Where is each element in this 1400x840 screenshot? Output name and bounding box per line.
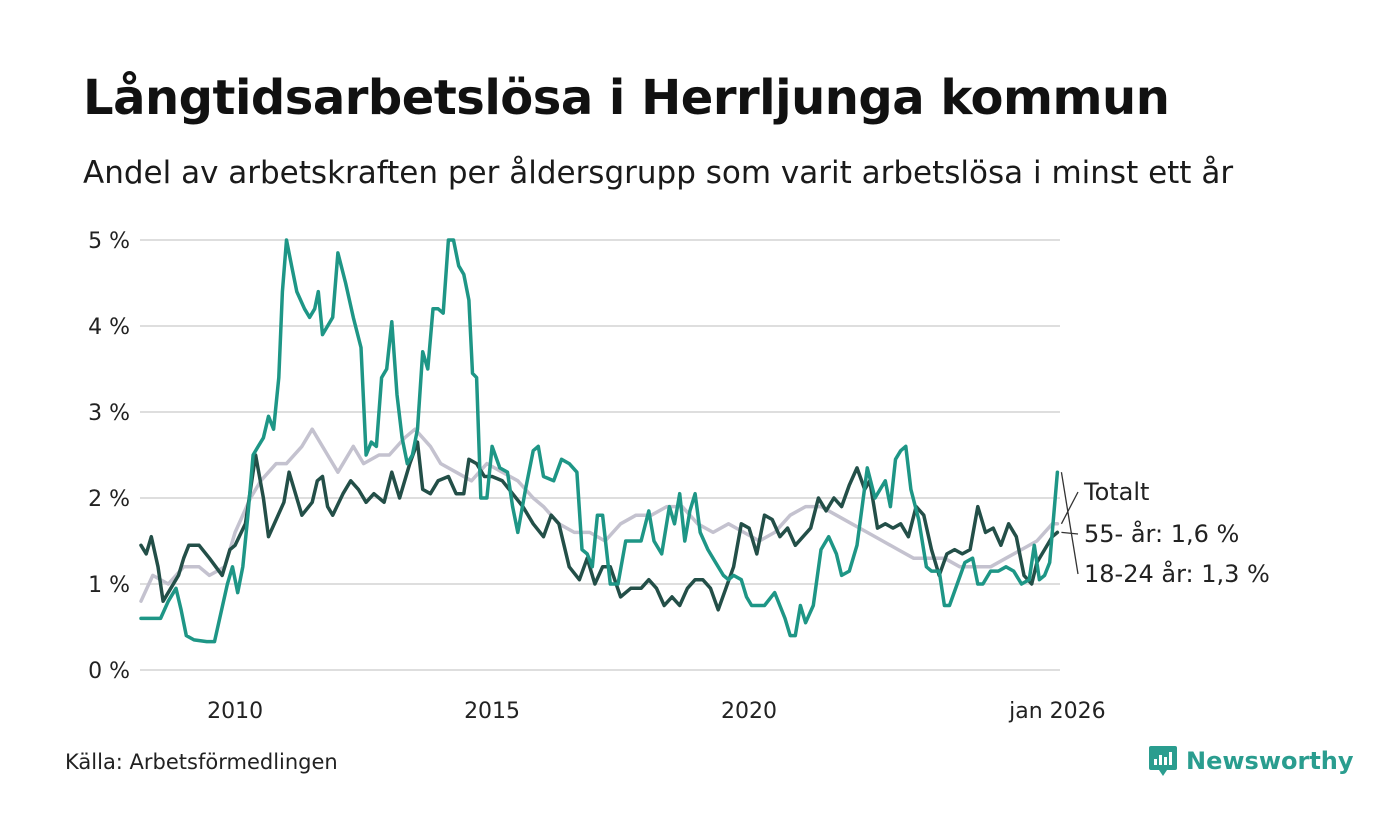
y-tick-label: 4 % (88, 315, 130, 340)
end-label-total: Totalt (1083, 478, 1149, 506)
x-tick-label: 2010 (207, 699, 263, 724)
end-label-leader (1060, 491, 1079, 525)
end-label-leader (1061, 531, 1079, 535)
end-label-leader (1060, 472, 1079, 575)
chart-title: Långtidsarbetslösa i Herrljunga kommun (83, 70, 1170, 126)
x-tick-label: 2020 (721, 699, 777, 724)
x-tick-label: jan 2026 (1008, 699, 1106, 724)
series-line-age1824 (139, 238, 1060, 644)
end-label-age1824: 18-24 år: 1,3 % (1084, 559, 1270, 588)
brand-name: Newsworthy (1186, 747, 1354, 775)
y-tick-label: 2 % (88, 487, 130, 512)
series-line-total (139, 427, 1060, 603)
line-chart: 0 % 1 % 2 % 3 % 4 % 5 % 2010 2015 2020 jan 2026 To… (88, 229, 1270, 724)
y-tick-label: 5 % (88, 229, 130, 254)
x-tick-label: 2015 (464, 699, 520, 724)
y-tick-label: 3 % (88, 401, 130, 426)
y-tick-label: 1 % (88, 573, 130, 598)
y-tick-label: 0 % (88, 659, 130, 684)
end-label-age55: 55- år: 1,6 % (1084, 519, 1239, 548)
newsworthy-logo-icon (1149, 746, 1177, 776)
source-note: Källa: Arbetsförmedlingen (65, 750, 338, 774)
brand[interactable]: Newsworthy (1148, 744, 1354, 778)
chart-subtitle: Andel av arbetskraften per åldersgrupp s… (83, 155, 1234, 191)
series-line-age55 (139, 440, 1060, 612)
